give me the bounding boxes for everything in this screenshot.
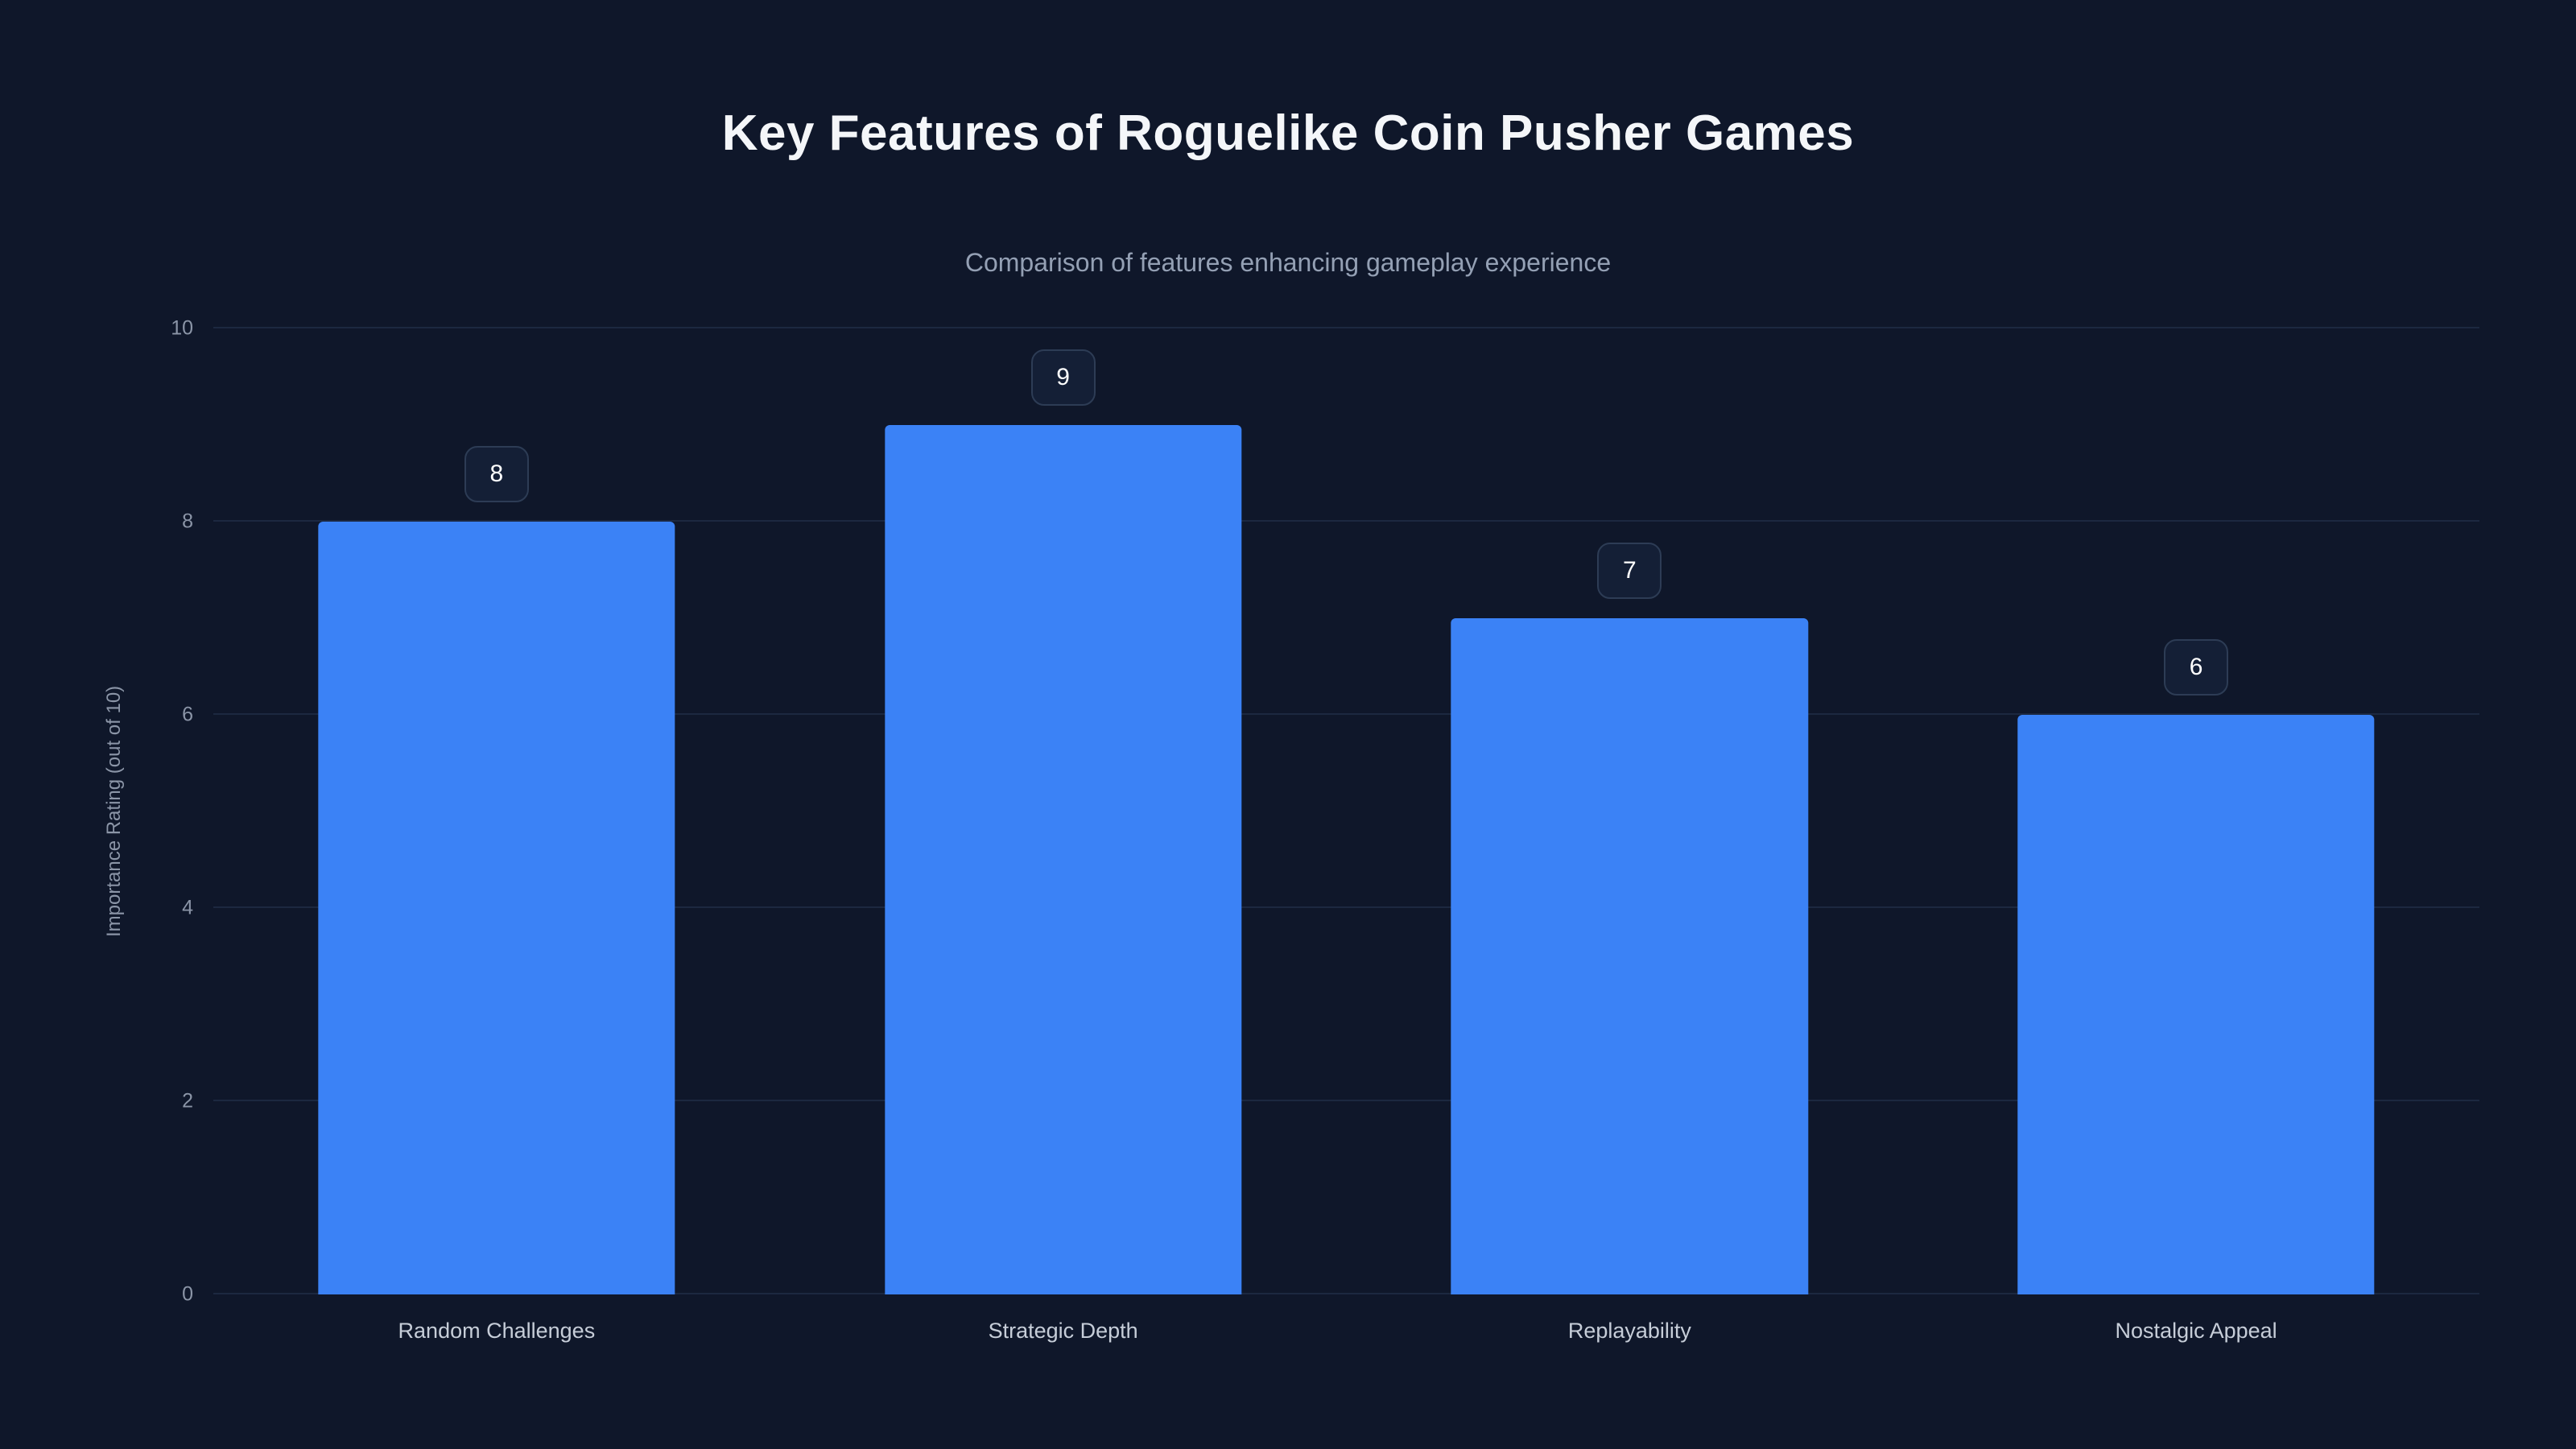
bar xyxy=(318,522,675,1294)
bar xyxy=(1451,618,1809,1294)
bar-column: 6 xyxy=(1913,328,2479,1294)
y-tick-label: 2 xyxy=(182,1089,193,1113)
x-axis-category-label: Replayability xyxy=(1567,1319,1691,1343)
value-label: 7 xyxy=(1597,543,1662,599)
bar xyxy=(2017,715,2375,1294)
x-axis-category-label: Random Challenges xyxy=(398,1319,596,1343)
value-label: 9 xyxy=(1030,349,1096,406)
gridline xyxy=(213,1100,2479,1101)
gridline xyxy=(213,520,2479,522)
chart-subtitle: Comparison of features enhancing gamepla… xyxy=(964,248,1612,277)
bar-column: 7 xyxy=(1347,328,1913,1294)
bar-column: 9 xyxy=(780,328,1347,1294)
y-tick-label: 4 xyxy=(182,896,193,919)
gridline xyxy=(213,1293,2479,1294)
gridline xyxy=(213,327,2479,328)
value-label: 6 xyxy=(2164,639,2229,696)
y-tick-label: 6 xyxy=(182,703,193,726)
x-axis-category-label: Strategic Depth xyxy=(988,1319,1138,1343)
value-label: 8 xyxy=(464,446,529,502)
y-axis-ticks: 0 2 4 6 8 10 xyxy=(121,317,193,1306)
chart-title: Key Features of Roguelike Coin Pusher Ga… xyxy=(721,105,1855,161)
bar xyxy=(884,425,1242,1294)
y-tick-label: 0 xyxy=(182,1282,193,1306)
gridline xyxy=(213,906,2479,908)
y-tick-label: 8 xyxy=(182,510,193,533)
x-axis-labels: Random Challenges Strategic Depth Replayab… xyxy=(213,1319,2479,1344)
y-tick-label: 10 xyxy=(171,316,193,340)
plot-area: 8 9 7 6 xyxy=(213,327,2479,1294)
bars-layer: 8 9 7 6 xyxy=(213,328,2479,1294)
x-axis-category-label: Nostalgic Appeal xyxy=(2115,1319,2277,1343)
gridline xyxy=(213,713,2479,715)
bar-column: 8 xyxy=(213,328,780,1294)
